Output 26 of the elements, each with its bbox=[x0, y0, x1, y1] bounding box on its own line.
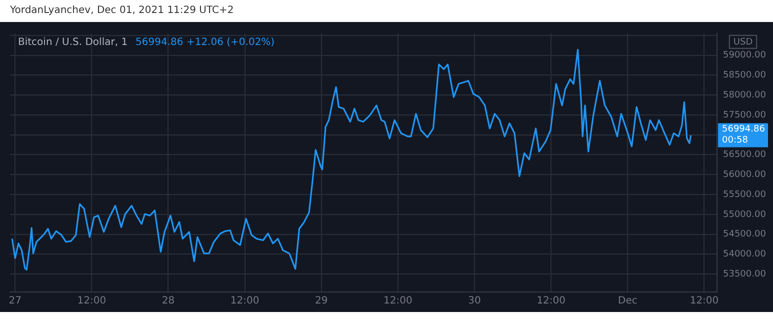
x-tick-label: 12:00 bbox=[77, 296, 106, 307]
x-tick-label: 12:00 bbox=[690, 296, 719, 307]
x-tick-label: 27 bbox=[8, 296, 22, 307]
x-tick-label: 12:00 bbox=[536, 296, 566, 307]
text: YordanLyanchev, Dec 01, 2021 11:29 UTC+2 bbox=[9, 4, 235, 18]
x-tick-label: Dec bbox=[618, 296, 638, 307]
y-axis-title: USD bbox=[733, 38, 753, 48]
y-tick-label: 58500.00 bbox=[723, 70, 766, 81]
chart-title: Bitcoin / U.S. Dollar, 1 bbox=[18, 36, 128, 48]
y-tick-label: 53500.00 bbox=[723, 269, 766, 280]
x-tick-label: 12:00 bbox=[230, 296, 260, 307]
x-tick-label: 30 bbox=[468, 296, 481, 307]
y-tick-label: 56500.00 bbox=[723, 150, 766, 160]
y-tick-label: 55000.00 bbox=[723, 210, 766, 220]
y-tick-label: 54000.00 bbox=[723, 250, 766, 260]
y-tick-label: 57500.00 bbox=[723, 110, 766, 120]
chart-subtitle: 56994.86 +12.06 (+0.02%) bbox=[136, 36, 275, 48]
y-tick-label: 55500.00 bbox=[723, 190, 766, 200]
x-tick-label: 28 bbox=[162, 296, 175, 307]
y-tick-label: 56000.00 bbox=[723, 170, 766, 180]
y-tick-label: 58000.00 bbox=[723, 90, 766, 100]
x-tick-label: 29 bbox=[315, 296, 328, 307]
y-tick-label: 54500.00 bbox=[723, 230, 766, 240]
y-tick-label: 59000.00 bbox=[723, 50, 766, 61]
text: 56994.86 00:58 bbox=[722, 124, 766, 146]
x-tick-label: 12:00 bbox=[384, 296, 412, 307]
